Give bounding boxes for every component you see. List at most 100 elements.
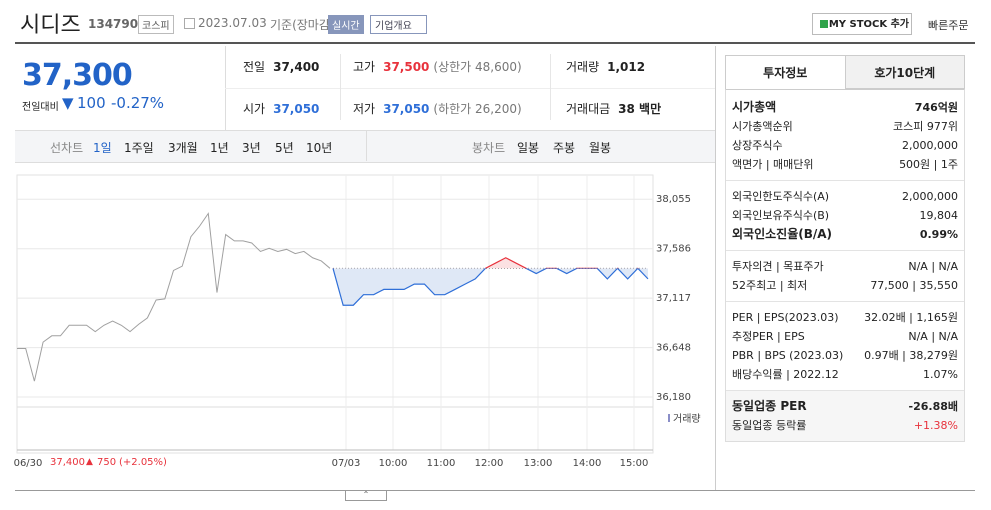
info-value: 1.07% <box>923 368 958 381</box>
y-tick-label: 38,055 <box>656 194 691 205</box>
quote-label: 저가 <box>353 102 376 116</box>
period-tab[interactable]: 1년 <box>210 141 229 155</box>
x-tick-label: 06/30 <box>14 458 43 469</box>
info-label: 외국인보유주식수(B) <box>732 209 830 222</box>
change-rate: -0.27% <box>111 94 165 112</box>
plot-frame <box>16 174 654 454</box>
info-value: 77,500 | 35,550 <box>870 279 958 292</box>
info-row: 상장주식수 2,000,000 <box>732 136 958 155</box>
info-group: 동일업종 PER -26.88배 동일업종 등락률 +1.38% <box>726 391 964 441</box>
info-label: 상장주식수 <box>732 139 783 152</box>
info-label: 동일업종 등락률 <box>732 419 807 432</box>
quote-label: 전일 <box>243 60 266 74</box>
x-tick-label: 11:00 <box>427 458 456 469</box>
info-row: PER | EPS(2023.03) 32.02배 | 1,165원 <box>732 308 958 327</box>
quote-sep2 <box>340 54 341 120</box>
quote-sep3 <box>550 54 551 120</box>
calendar-icon <box>184 18 195 29</box>
info-label: 시가총액 <box>732 100 777 114</box>
panel-sep <box>715 46 716 490</box>
my-stock-button[interactable]: MY STOCK 추가 <box>812 13 912 35</box>
header-rule <box>15 42 975 44</box>
footer-close: 37,400 <box>50 457 85 468</box>
change: 100 <box>77 94 106 112</box>
quote-note: (상한가 48,600) <box>433 60 522 74</box>
info-tabs: 투자정보 호가10단계 <box>725 55 965 89</box>
candle-chart-label: 봉차트 <box>472 141 506 155</box>
basis: 기준(장마감) <box>270 18 335 32</box>
period-tab[interactable]: 1일 <box>93 141 112 155</box>
info-row: 시가총액순위 코스피 977위 <box>732 117 958 136</box>
area-above <box>485 257 527 269</box>
volume-label: 거래량 <box>673 413 701 425</box>
price-chart: 38,055 37,586 37,117 36,648 36,180 06/30 07/03… <box>14 174 701 469</box>
x-tick-label: 13:00 <box>524 458 553 469</box>
info-value: N/A | N/A <box>908 330 958 343</box>
info-row: 액면가 | 매매단위 500원 | 1주 <box>732 155 958 174</box>
y-tick-label: 37,586 <box>656 244 691 255</box>
info-label: 52주최고 | 최저 <box>732 279 808 292</box>
quote-cell: 저가 37,050 (하한가 26,200) <box>353 100 522 117</box>
price-line <box>332 268 649 306</box>
info-value: 2,000,000 <box>902 139 958 152</box>
period-tab[interactable]: 1주일 <box>124 141 154 155</box>
info-value: N/A | N/A <box>908 260 958 273</box>
area-below <box>333 268 648 306</box>
change-label: 전일대비 <box>22 102 59 113</box>
info-row: 외국인소진율(B/A) 0.99% <box>732 225 958 244</box>
period-tab[interactable]: 5년 <box>275 141 294 155</box>
quick-order[interactable]: 빠른주문 <box>928 19 969 32</box>
info-group: 외국인한도주식수(A) 2,000,000 외국인보유주식수(B) 19,804 외국인… <box>726 181 964 251</box>
info-value: 코스피 977위 <box>893 120 958 133</box>
quote-value: 37,050 <box>273 102 320 116</box>
realtime-badge[interactable]: 실시간 <box>328 15 364 34</box>
info-label: 외국인소진율(B/A) <box>732 227 833 241</box>
info-row: 배당수익률 | 2022.12 1.07% <box>732 365 958 384</box>
info-value: 746억원 <box>914 101 958 114</box>
price-line <box>17 212 331 382</box>
period-tab[interactable]: 3년 <box>242 141 261 155</box>
market-badge: 코스피 <box>138 15 174 34</box>
candle-tab[interactable]: 주봉 <box>553 141 576 155</box>
x-tick-label: 14:00 <box>573 458 602 469</box>
footer-rate: (+2.05%) <box>119 457 167 468</box>
candle-tab[interactable]: 일봉 <box>517 141 540 155</box>
info-group: 투자의견 | 목표주가 N/A | N/A 52주최고 | 최저 77,500 | 3… <box>726 251 964 302</box>
quote-hline <box>225 88 715 89</box>
info-row: 투자의견 | 목표주가 N/A | N/A <box>732 257 958 276</box>
info-tab[interactable]: 호가10단계 <box>845 55 965 89</box>
quote-note: (하한가 26,200) <box>433 102 522 116</box>
stock-name: 시디즈 <box>20 13 81 38</box>
quote-value: 37,500 <box>383 60 430 74</box>
y-tick-label: 36,648 <box>656 343 691 354</box>
quote-label: 고가 <box>353 60 376 74</box>
period-tab[interactable]: 3개월 <box>168 141 198 155</box>
info-row: 시가총액 746억원 <box>732 98 958 117</box>
info-label: 외국인한도주식수(A) <box>732 190 830 203</box>
x-tick-label: 12:00 <box>475 458 504 469</box>
info-value: 19,804 <box>919 209 959 222</box>
info-label: 시가총액순위 <box>732 120 793 133</box>
period-tab[interactable]: 10년 <box>306 141 333 155</box>
collapse-button[interactable]: ⌃ <box>345 491 387 501</box>
quote-label: 시가 <box>243 102 266 116</box>
info-row: 52주최고 | 최저 77,500 | 35,550 <box>732 276 958 295</box>
info-group: PER | EPS(2023.03) 32.02배 | 1,165원 추정PER |… <box>726 302 964 391</box>
info-value: +1.38% <box>913 419 958 432</box>
change-arrow: ▼ <box>62 94 74 112</box>
x-tick-label: 07/03 <box>332 458 361 469</box>
info-row: 외국인한도주식수(A) 2,000,000 <box>732 187 958 206</box>
quote-value: 37,050 <box>383 102 430 116</box>
price: 37,300 <box>22 58 133 93</box>
date: 2023.07.03 <box>198 16 267 30</box>
plus-icon <box>820 20 828 28</box>
candle-tab[interactable]: 월봉 <box>589 141 612 155</box>
info-tab[interactable]: 투자정보 <box>725 55 846 89</box>
overview-badge[interactable]: 기업개요 <box>370 15 427 34</box>
footer-arrow: ▲ <box>86 457 93 467</box>
quote-cell: 거래대금 38 백만 <box>566 100 661 117</box>
